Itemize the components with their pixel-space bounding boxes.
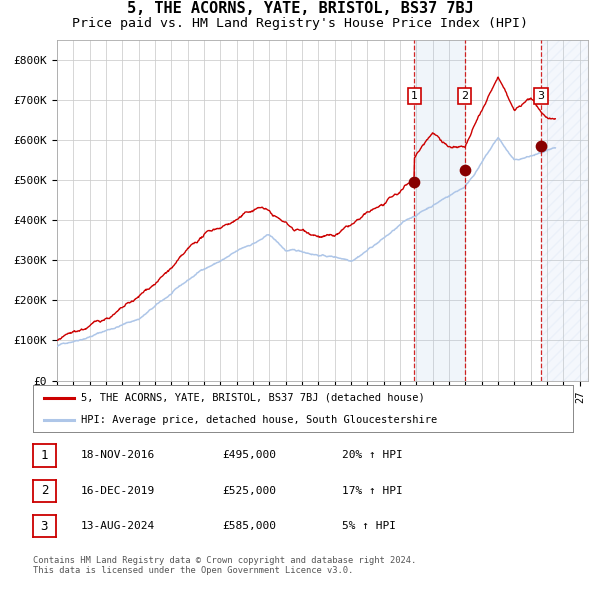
Text: 17% ↑ HPI: 17% ↑ HPI [342, 486, 403, 496]
Text: £495,000: £495,000 [222, 451, 276, 460]
Text: Contains HM Land Registry data © Crown copyright and database right 2024.
This d: Contains HM Land Registry data © Crown c… [33, 556, 416, 575]
Text: £585,000: £585,000 [222, 522, 276, 531]
Text: 5% ↑ HPI: 5% ↑ HPI [342, 522, 396, 531]
Text: 13-AUG-2024: 13-AUG-2024 [81, 522, 155, 531]
Bar [415, 40, 465, 381]
Text: 3: 3 [41, 520, 48, 533]
Text: 5, THE ACORNS, YATE, BRISTOL, BS37 7BJ (detached house): 5, THE ACORNS, YATE, BRISTOL, BS37 7BJ (… [80, 393, 424, 403]
Text: HPI: Average price, detached house, South Gloucestershire: HPI: Average price, detached house, Sout… [80, 415, 437, 425]
Text: 1: 1 [41, 449, 48, 462]
Point [460, 165, 470, 175]
Point [410, 177, 419, 186]
Text: 3: 3 [538, 91, 544, 101]
Text: 1: 1 [411, 91, 418, 101]
Text: 16-DEC-2019: 16-DEC-2019 [81, 486, 155, 496]
Text: 20% ↑ HPI: 20% ↑ HPI [342, 451, 403, 460]
Text: Price paid vs. HM Land Registry's House Price Index (HPI): Price paid vs. HM Land Registry's House … [72, 17, 528, 30]
Text: 2: 2 [461, 91, 469, 101]
Bar [541, 40, 588, 381]
Text: 18-NOV-2016: 18-NOV-2016 [81, 451, 155, 460]
Text: £525,000: £525,000 [222, 486, 276, 496]
Text: 2: 2 [41, 484, 48, 497]
Point [536, 141, 546, 150]
Text: 5, THE ACORNS, YATE, BRISTOL, BS37 7BJ: 5, THE ACORNS, YATE, BRISTOL, BS37 7BJ [127, 1, 473, 16]
